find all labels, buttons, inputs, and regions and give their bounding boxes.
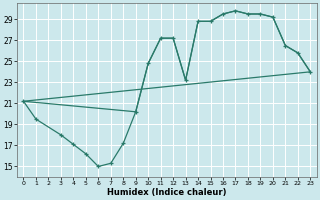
X-axis label: Humidex (Indice chaleur): Humidex (Indice chaleur) — [107, 188, 227, 197]
